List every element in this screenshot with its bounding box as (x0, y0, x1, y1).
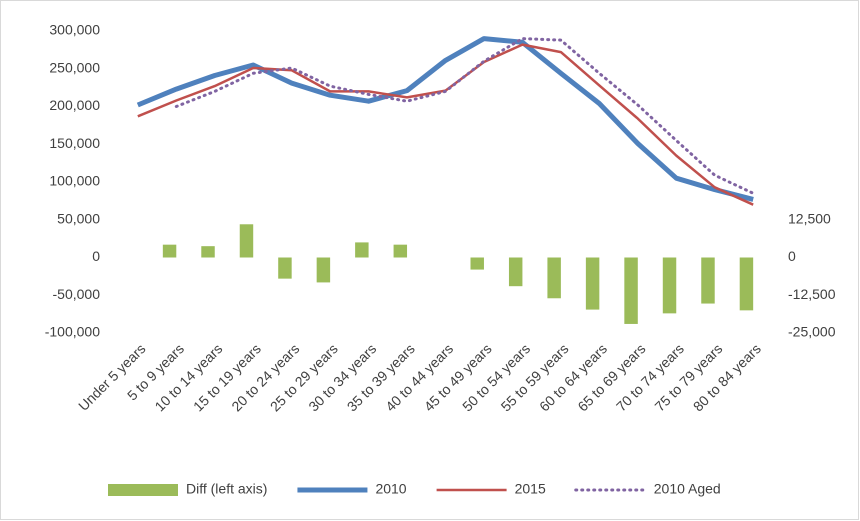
bar (355, 242, 369, 258)
y-tick-label: 100,000 (49, 173, 100, 189)
y2-tick-label: 0 (788, 248, 796, 264)
line-series (174, 37, 755, 195)
y-tick-label: -50,000 (53, 286, 101, 302)
y-tick-label: 0 (92, 248, 100, 264)
bar (316, 257, 331, 283)
bar (393, 244, 408, 258)
y-tick-label: 50,000 (57, 210, 100, 226)
bar (162, 244, 177, 258)
bar (701, 257, 715, 304)
bar (201, 246, 215, 258)
y-tick-label: 150,000 (49, 135, 100, 151)
legend-label: 2010 (375, 481, 406, 497)
bar (662, 257, 677, 314)
y2-tick-label: -25,000 (788, 324, 836, 340)
y2-tick-label: 12,500 (788, 210, 831, 226)
bar (508, 257, 523, 287)
y-tick-label: -100,000 (45, 324, 100, 340)
y-tick-label: 250,000 (49, 59, 100, 75)
y-tick-label: 200,000 (49, 97, 100, 113)
legend-swatch (108, 484, 178, 496)
bar (547, 257, 561, 299)
legend-label: 2010 Aged (654, 481, 721, 497)
y-tick-label: 300,000 (49, 22, 100, 38)
legend-label: 2015 (515, 481, 546, 497)
bar (470, 257, 484, 270)
line-series (136, 36, 754, 202)
bar (585, 257, 600, 310)
bar (739, 257, 754, 311)
bar (624, 257, 638, 324)
legend-label: Diff (left axis) (186, 481, 267, 497)
y2-tick-label: -12,500 (788, 286, 836, 302)
bar (278, 257, 292, 279)
bar (239, 224, 254, 258)
